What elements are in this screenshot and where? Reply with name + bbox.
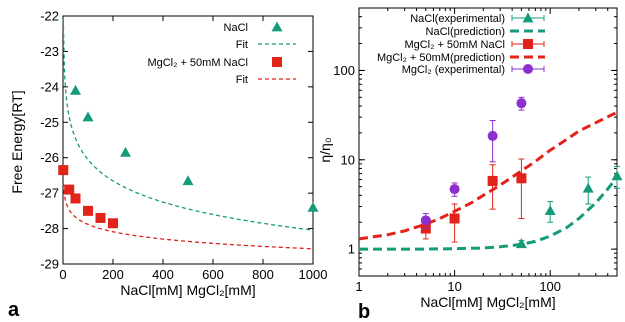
legend-marker — [522, 12, 534, 23]
legend-marker — [272, 57, 282, 67]
nacl-point — [120, 146, 131, 157]
y-tick-label: -25 — [40, 115, 59, 130]
legend-label: MgCl₂ (experimental) — [402, 64, 505, 76]
mgcl-50mm-nacl-point — [95, 212, 106, 223]
mgcl-experimental-point — [449, 184, 460, 195]
x-axis-label: NaCl[mM] MgCl₂[mM] — [120, 282, 255, 298]
nacl-prediction-line — [359, 176, 619, 251]
nacl-experimental-point — [611, 170, 623, 181]
plot-frame-b — [358, 7, 618, 277]
mgcl-50mm-nacl-point — [487, 175, 498, 186]
y-tick-label: -24 — [40, 79, 59, 94]
mgcl-experimental-point — [420, 215, 431, 226]
mgcl-50mm-prediction-line — [358, 110, 618, 241]
legend-label: MgCl₂ + 50mM NaCl — [404, 39, 505, 51]
y-tick-label: -26 — [40, 150, 59, 165]
mgcl-50mm-nacl-point — [70, 193, 81, 204]
nacl-experimental-point — [544, 205, 556, 215]
legend-marker — [523, 39, 533, 49]
x-tick-label: 600 — [202, 267, 224, 282]
y-tick-label: 1 — [348, 242, 355, 257]
legend-label: NaCl(prediction) — [426, 26, 505, 38]
x-tick-label: 200 — [102, 267, 124, 282]
plot-frame-a — [62, 15, 314, 265]
x-tick-label: 400 — [152, 267, 174, 282]
mgcl-experimental-point — [516, 98, 527, 109]
panel-label: b — [358, 301, 370, 322]
nacl-point — [70, 84, 81, 95]
nacl-point — [82, 111, 94, 122]
x-axis-label: NaCl[mM] MgCl₂[mM] — [420, 294, 555, 310]
mgcl-50mm-nacl-point — [108, 218, 118, 229]
legend-marker — [523, 64, 533, 74]
y-tick-label: 10 — [341, 152, 355, 167]
nacl-point — [307, 201, 319, 212]
y-tick-label: -27 — [40, 186, 59, 201]
legend-label: Fit — [236, 39, 248, 51]
mgcl-50mm-nacl-point — [83, 205, 93, 216]
x-tick-label: 0 — [59, 267, 66, 282]
y-tick-label: -28 — [40, 221, 59, 236]
legend-label: NaCl — [224, 22, 248, 34]
panel-a: 0 200 400 600 800 1000 -29 -28 -27 -26 -25 -24 -23 -2… — [8, 9, 327, 322]
fit-line-1 — [62, 19, 313, 231]
mgcl-50mm-nacl-point — [64, 184, 75, 195]
y-tick-label: -23 — [40, 44, 59, 59]
legend-label: MgCl₂ + 50mM NaCl — [147, 57, 248, 69]
y-tick-label: -22 — [40, 9, 59, 24]
y-axis-label: η/η₀ — [317, 137, 333, 162]
legend-label: Fit — [236, 74, 248, 86]
mgcl-50mm-nacl-point — [516, 173, 527, 184]
y-tick-label: 100 — [333, 63, 355, 78]
legend-marker — [271, 21, 283, 32]
mgcl-50mm-nacl-point — [58, 165, 69, 176]
x-tick-label: 100 — [539, 279, 561, 294]
nacl-experimental-point — [515, 238, 527, 249]
panel-label: a — [8, 299, 20, 321]
nacl-point — [182, 175, 194, 186]
x-tick-label: 10 — [447, 279, 461, 294]
legend-label: NaCl(experimental) — [410, 13, 505, 25]
legend-label: MgCl₂ + 50mM(prediction) — [377, 52, 505, 64]
mgcl-50mm-nacl-point — [449, 213, 460, 224]
mgcl-experimental-point — [487, 130, 498, 141]
y-tick-label: -29 — [40, 257, 59, 272]
x-tick-label: 1 — [355, 279, 362, 294]
nacl-experimental-point — [582, 182, 594, 193]
x-tick-label: 1000 — [299, 267, 328, 282]
x-tick-label: 800 — [252, 267, 274, 282]
y-axis-label: Free Energy[RT] — [9, 90, 25, 193]
